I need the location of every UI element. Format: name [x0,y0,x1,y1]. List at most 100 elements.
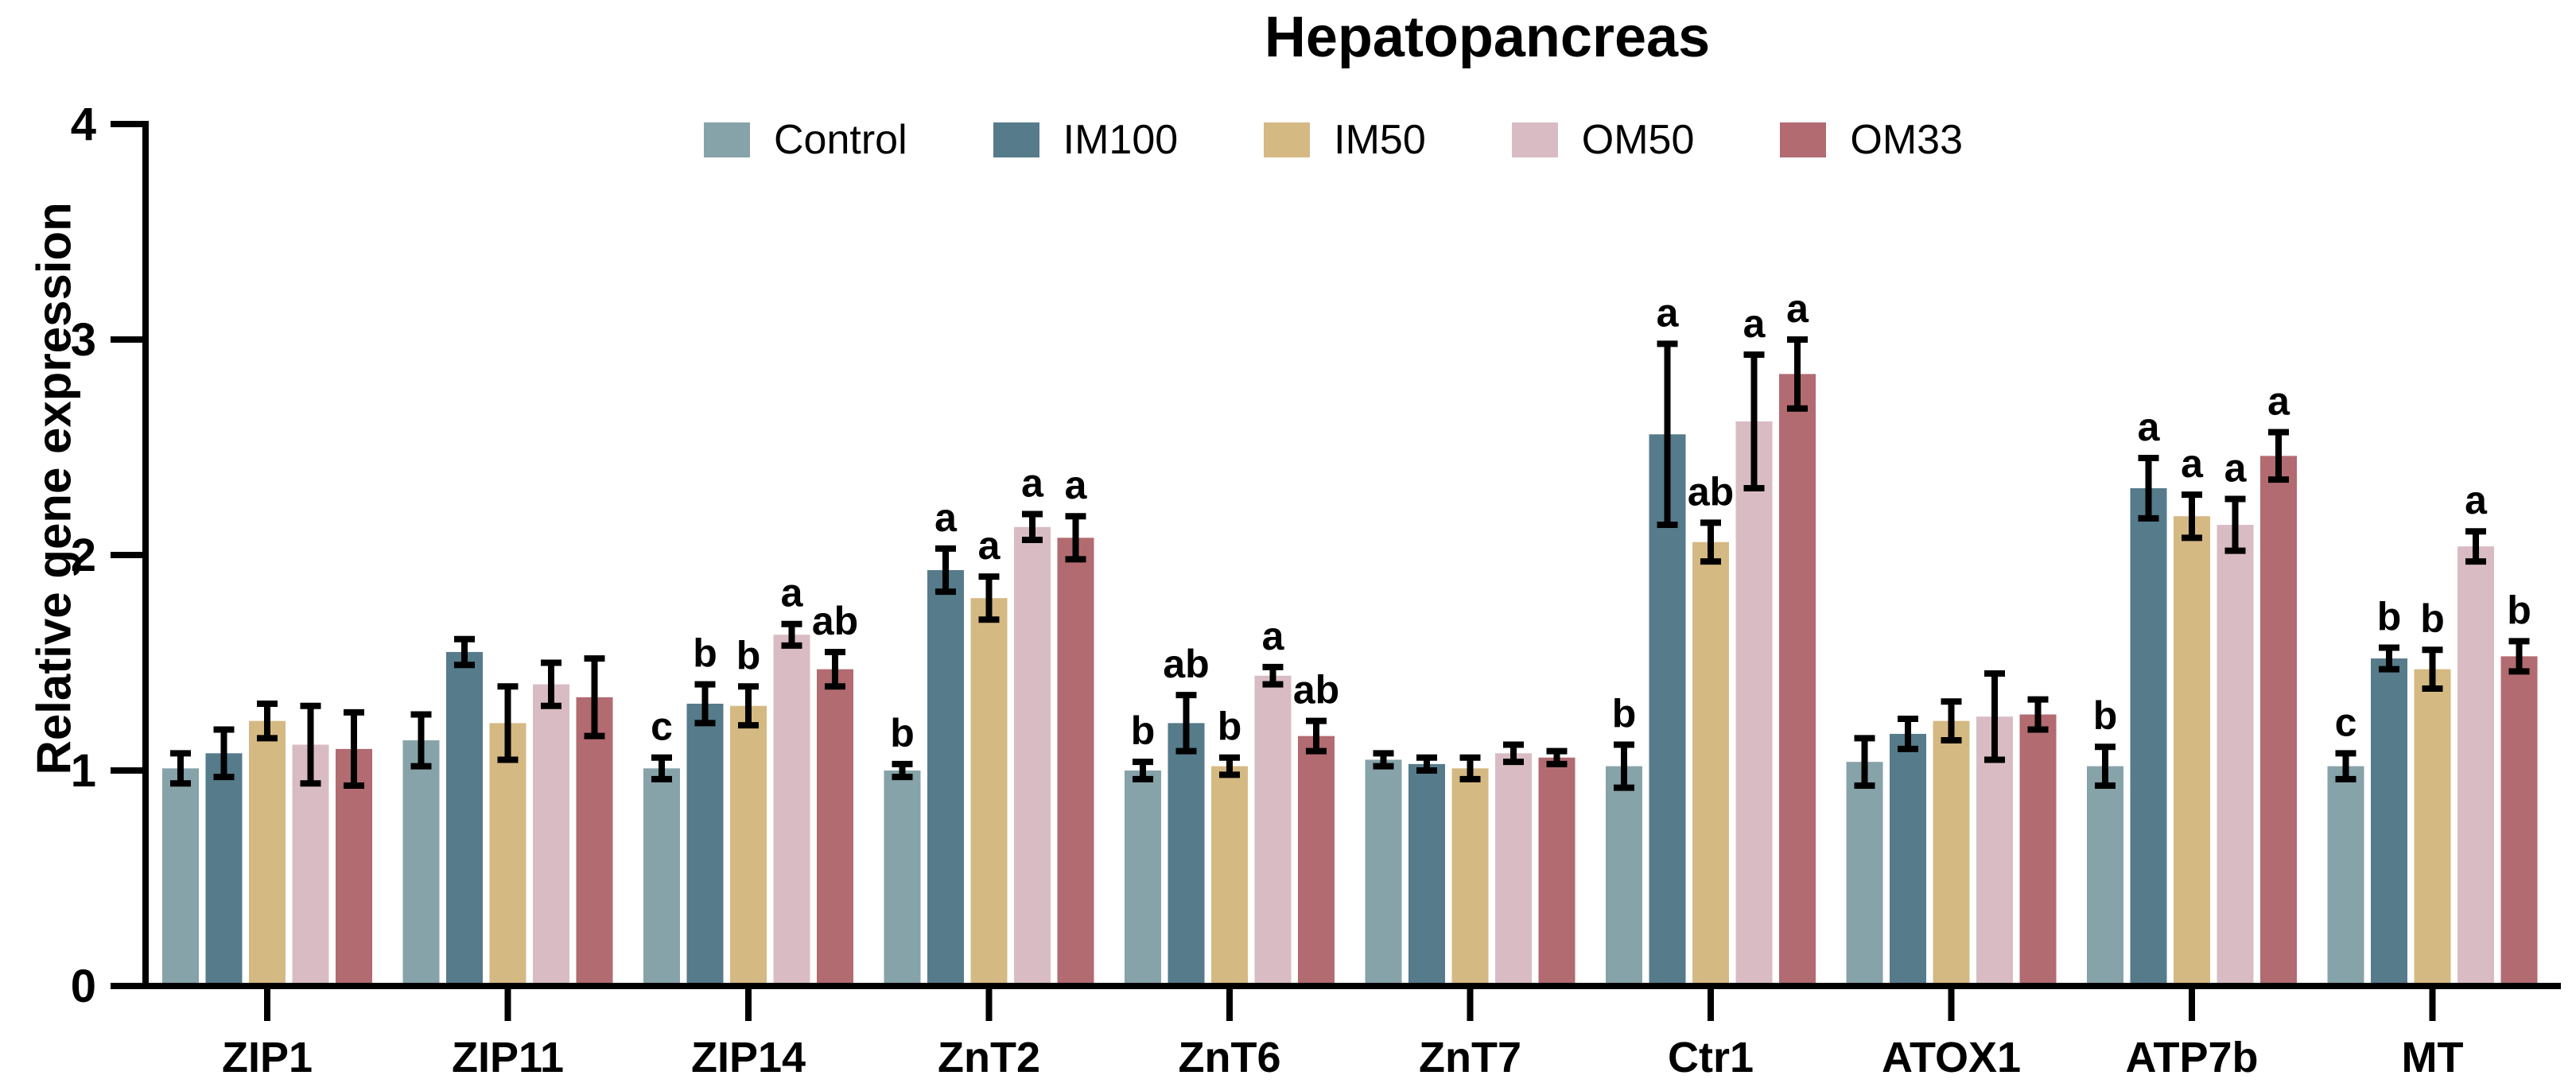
sig-letter-im50-MT: b [2420,596,2445,641]
bar-om33-Ctr1 [1779,374,1816,986]
bar-im100-MT [2371,658,2407,986]
x-category-label-ZnT2: ZnT2 [938,1034,1040,1079]
chart-title: Hepatopancreas [1264,6,1711,69]
bar-im100-ZnT2 [927,569,964,986]
bar-om50-ZIP11 [533,684,569,986]
bar-im100-ZnT7 [1408,763,1445,986]
bar-im50-ZnT2 [970,598,1008,986]
sig-letter-im100-ZIP14: b [693,631,717,676]
y-axis-title: Relative gene expression [27,202,81,775]
x-category-label-ZIP11: ZIP11 [452,1034,564,1079]
bar-im50-ZIP14 [730,705,767,986]
x-category-label-ZIP1: ZIP1 [222,1034,313,1079]
sig-letter-om50-Ctr1: a [1743,301,1766,346]
sig-letter-om33-MT: b [2507,588,2531,632]
bar-om50-ATP7b [2217,525,2254,986]
bar-im100-ZIP1 [205,753,243,986]
legend-label-im100: IM100 [1063,117,1179,163]
bar-control-ZnT6 [1125,771,1161,986]
bar-om50-MT [2457,546,2494,986]
sig-letter-control-ATP7b: b [2093,693,2118,738]
sig-letter-om50-ZIP14: a [781,571,804,615]
sig-letter-control-ZnT2: b [890,711,915,755]
legend-swatch-im100 [993,122,1039,157]
bar-om33-ZnT6 [1298,736,1335,986]
bar-im50-ZnT7 [1451,768,1489,986]
bar-om33-ZnT2 [1057,538,1094,986]
y-tick-label-3: 3 [71,314,96,366]
x-category-label-ZnT6: ZnT6 [1179,1034,1281,1079]
bar-im100-ZIP14 [686,703,724,986]
sig-letter-im50-ZnT2: a [978,523,1001,568]
sig-letter-om33-ZIP14: ab [812,599,858,643]
bar-control-ZIP11 [402,740,440,986]
y-tick-label-1: 1 [71,745,96,797]
sig-letter-im50-ZIP14: b [736,633,761,677]
legend-item-control: Control [704,116,907,164]
bar-im50-ATOX1 [1933,720,1970,986]
legend: Control IM100 IM50 OM50 OM33 [704,116,1963,164]
bar-im50-MT [2414,669,2451,986]
bar-im50-Ctr1 [1692,542,1729,986]
sig-letter-control-MT: c [2335,700,2357,744]
x-category-label-ZIP14: ZIP14 [691,1034,806,1079]
legend-label-om50: OM50 [1581,117,1695,163]
sig-letter-im50-Ctr1: ab [1688,469,1734,514]
bar-om33-ZnT7 [1538,757,1576,986]
bar-om50-ZnT2 [1014,526,1051,986]
bar-im50-ZnT6 [1211,766,1248,986]
bar-om33-ATP7b [2260,456,2297,986]
bar-im100-ZIP11 [446,651,483,986]
bar-control-MT [2327,766,2364,986]
sig-letter-om50-ATP7b: a [2224,446,2248,491]
sig-letter-om33-Ctr1: a [1786,286,1809,331]
sig-letter-om50-ZnT2: a [1021,461,1044,506]
x-category-label-ZnT7: ZnT7 [1419,1034,1521,1079]
x-category-label-ATOX1: ATOX1 [1882,1034,2021,1079]
bar-om50-ZnT6 [1254,675,1292,986]
sig-letter-om50-MT: a [2465,478,2488,522]
bar-im50-ATP7b [2174,516,2210,986]
legend-swatch-om33 [1780,122,1827,157]
y-tick-label-0: 0 [71,961,96,1012]
legend-label-om33: OM33 [1850,117,1963,163]
bar-control-ZIP1 [162,768,199,986]
bar-control-ZIP14 [643,768,680,986]
bar-im100-ATP7b [2130,487,2167,986]
legend-item-om33: OM33 [1780,116,1963,164]
sig-letter-im100-ZnT6: ab [1163,642,1209,686]
sig-letter-im100-ATP7b: a [2138,405,2161,449]
sig-letter-control-ZnT6: b [1131,708,1156,753]
bar-om33-ATOX1 [2019,714,2057,986]
y-tick-label-2: 2 [71,530,96,581]
bar-control-ATOX1 [1846,762,1883,986]
sig-letter-im50-ZnT6: b [1218,705,1242,749]
legend-label-control: Control [774,117,907,163]
bar-om33-MT [2500,656,2538,986]
sig-letter-om33-ATP7b: a [2267,379,2290,424]
sig-letter-im100-MT: b [2377,595,2402,639]
bar-control-Ctr1 [1606,766,1642,986]
bar-control-ZnT7 [1365,759,1402,986]
bar-im100-ATOX1 [1890,733,1926,986]
sig-letter-control-Ctr1: b [1612,691,1637,736]
bar-om50-Ctr1 [1735,421,1773,986]
bar-im50-ZIP1 [249,720,286,986]
bar-im50-ZIP11 [489,723,526,986]
x-category-label-ATP7b: ATP7b [2125,1034,2258,1079]
sig-letter-om50-ZnT6: a [1262,614,1285,658]
sig-letter-om33-ZnT6: ab [1293,668,1339,712]
legend-label-im50: IM50 [1334,117,1426,163]
legend-item-om50: OM50 [1511,116,1695,164]
legend-item-im100: IM100 [993,116,1179,164]
legend-swatch-control [704,122,750,157]
bar-om33-ZIP14 [817,669,853,986]
x-category-label-MT: MT [2402,1034,2464,1079]
x-category-label-Ctr1: Ctr1 [1668,1034,1754,1079]
legend-swatch-om50 [1511,122,1558,157]
bar-im100-ZnT6 [1168,723,1205,986]
bar-om50-ZIP14 [773,635,810,986]
bar-control-ATP7b [2087,766,2123,986]
